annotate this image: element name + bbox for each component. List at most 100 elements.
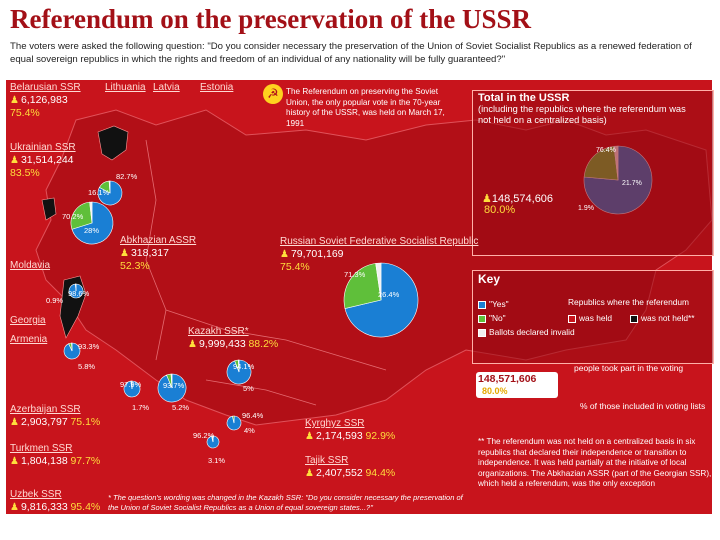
key-no-label: "No" <box>489 313 506 323</box>
person-icon: ♟ <box>482 193 492 205</box>
uzbek-pie-invalid-slice <box>170 373 173 389</box>
belarus-votes: 6,126,983 <box>20 94 68 106</box>
key-republics-header: Republics where the referendum <box>568 297 690 307</box>
person-icon: ♟ <box>10 95 19 106</box>
kyrghyz-no-label: 4% <box>244 426 255 435</box>
georgia-label: Georgia <box>10 315 46 327</box>
latvia-label: Latvia <box>153 82 180 94</box>
azerbaijan-label: Azerbaijan SSR ♟ 2,903,797 75.1% <box>10 404 100 429</box>
footnote-not-held: ** The referendum was not held on a cent… <box>478 437 712 489</box>
page-title: Referendum on the preservation of the US… <box>10 4 531 34</box>
key-box <box>472 270 714 364</box>
russia-label: Russian Soviet Federative Socialist Repu… <box>280 236 478 274</box>
key-invalid: Ballots declared invalid <box>478 327 575 337</box>
uzbek-no-label: 5.2% <box>172 403 190 412</box>
ukraine-pie-no-slice <box>70 201 93 230</box>
turkmen-no-label: 1.7% <box>132 403 150 412</box>
total-votes-value: 148,574,606 <box>491 193 554 205</box>
turkmen-label: Turkmen SSR ♟ 1,804,138 97.7% <box>10 443 100 468</box>
tajik-name: Tajik SSR <box>305 455 349 466</box>
total-invalid-label: 1.9% <box>578 205 594 212</box>
kazakh-yes-label: 94.1% <box>233 362 255 371</box>
person-icon: ♟ <box>280 249 289 260</box>
tajik-no-label: 3.1% <box>208 456 226 465</box>
armenia-name: Armenia <box>10 334 48 345</box>
latvia-name: Latvia <box>153 82 180 93</box>
tajik-pct: 94.4% <box>365 467 396 479</box>
kazakh-pct: 88.2% <box>248 338 279 350</box>
estonia-label: Estonia <box>200 82 233 94</box>
person-icon: ♟ <box>10 417 19 428</box>
ukraine-votes: 31,514,244 <box>20 154 74 166</box>
person-icon: ♟ <box>10 502 19 513</box>
invalid-swatch <box>478 328 486 337</box>
person-icon: ♟ <box>10 456 19 467</box>
moldavia-label: Moldavia <box>10 260 50 272</box>
ukraine-name: Ukrainian SSR <box>10 142 76 153</box>
tajik-yes-label: 96.2% <box>193 431 215 440</box>
belarus-pct: 75.4% <box>10 107 40 119</box>
yes-swatch <box>478 300 486 309</box>
total-subtitle: (including the republics where the refer… <box>478 104 686 125</box>
kazakh-no-label: 5% <box>243 384 254 393</box>
total-pct: 80.0% <box>484 204 516 216</box>
total-no-label: 21.7% <box>622 180 642 187</box>
person-icon: ♟ <box>188 339 197 350</box>
person-icon: ♟ <box>10 155 19 166</box>
hammer-and-sickle-icon: ☭ <box>263 84 283 104</box>
referendum-question: The voters were asked the following ques… <box>10 41 692 65</box>
russia-pie-invalid-slice <box>375 262 382 301</box>
total-title: Total in the USSR <box>478 92 570 104</box>
abkhazia-name: Abkhazian ASSR <box>120 235 197 246</box>
kyrghyz-votes: 2,174,593 <box>315 430 363 442</box>
kazakh-votes: 9,999,433 <box>198 338 246 350</box>
key-people-note: people took part in the voting <box>574 363 684 373</box>
turkmen-votes: 1,804,138 <box>20 455 68 467</box>
russia-pie-no-slice <box>343 263 382 309</box>
kyrghyz-pie-no-slice <box>232 415 235 424</box>
belarus-yes-label: 82.7% <box>116 172 138 181</box>
lithuania-label: Lithuania <box>105 82 146 94</box>
russia-votes: 79,701,169 <box>290 248 344 260</box>
kazakh-pie-invalid-slice <box>238 359 240 373</box>
lithuania-name: Lithuania <box>105 82 146 93</box>
belarus-label: Belarusian SSR ♟ 6,126,983 75.4% <box>10 82 81 120</box>
total-votes: ♟148,574,606 <box>482 192 553 205</box>
key-title: Key <box>478 272 501 286</box>
kyrghyz-yes-label: 96.4% <box>242 411 264 420</box>
ukraine-label: Ukrainian SSR ♟ 31,514,244 83.5% <box>10 142 76 180</box>
abkhazia-pct: 52.3% <box>120 260 150 272</box>
tajik-label: Tajik SSR ♟ 2,407,552 94.4% <box>305 455 395 480</box>
belarus-pie-invalid-slice <box>108 180 111 194</box>
tajik-votes: 2,407,552 <box>315 467 363 479</box>
uzbek-votes: 9,816,333 <box>20 501 68 513</box>
ukraine-pie-invalid-slice <box>89 201 93 224</box>
armenia-label: Armenia <box>10 334 47 346</box>
referendum-note: The Referendum on preserving the Soviet … <box>286 87 445 128</box>
key-example-box <box>476 372 558 398</box>
kazakh-name: Kazakh SSR* <box>188 326 249 337</box>
credit-right: www.rian.ru <box>661 521 704 530</box>
uzbek-label: Uzbek SSR ♟ 9,816,333 95.4% <box>10 489 100 514</box>
turkmen-name: Turkmen SSR <box>10 443 73 454</box>
ukraine-pct: 83.5% <box>10 167 40 179</box>
key-held-label: was held <box>579 313 613 323</box>
ukraine-pie-yes-slice <box>71 201 114 245</box>
belarus-name: Belarusian SSR <box>10 82 81 93</box>
kazakh-label: Kazakh SSR* ♟ 9,999,433 88.2% <box>188 326 278 351</box>
moldavia-name: Moldavia <box>10 260 51 271</box>
russia-yes-label: 71.3% <box>344 270 366 279</box>
held-swatch <box>568 314 576 323</box>
key-example-votes: 148,571,606 <box>478 373 537 385</box>
kyrghyz-label: Kyrghyz SSR ♟ 2,174,593 92.9% <box>305 418 395 443</box>
uzbek-pct: 95.4% <box>70 501 101 513</box>
no-swatch <box>478 314 486 323</box>
georgia-name: Georgia <box>10 315 46 326</box>
key-yes-label: "Yes" <box>489 299 509 309</box>
estonia-name: Estonia <box>200 82 234 93</box>
abkhazia-yes-label: 98.6% <box>68 289 90 298</box>
ukraine-no-label: 28% <box>84 226 100 235</box>
turkmen-pct: 97.7% <box>70 455 101 467</box>
kyrghyz-pct: 92.9% <box>365 430 396 442</box>
baltic-states <box>97 125 129 161</box>
